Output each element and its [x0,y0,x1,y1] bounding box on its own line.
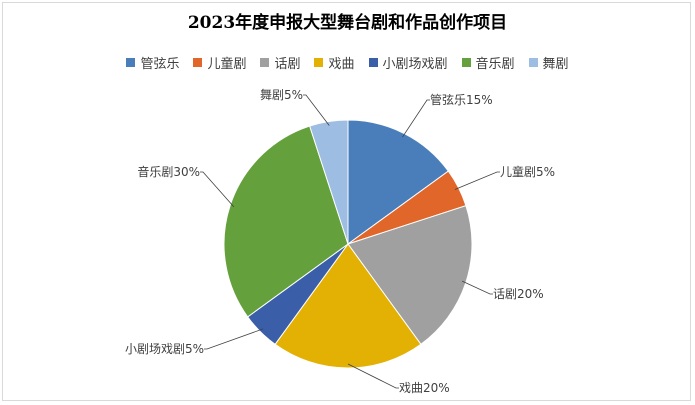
pie-slice [223,125,349,318]
pie-slice [309,119,349,245]
legend-label: 小剧场戏剧 [382,57,448,72]
legend-item: 音乐剧 [461,53,515,72]
chart-title: 2023年度申报大型舞台剧和作品创作项目 [187,13,508,33]
data-label: 音乐剧30% [137,164,200,179]
leader-line [204,328,264,350]
legend-item: 话剧 [260,53,300,72]
legend-swatch [260,58,270,67]
legend-item: 戏曲 [314,53,355,72]
pie-slice [347,205,473,346]
data-label: 舞剧5% [260,88,303,102]
leader-line [402,99,430,138]
data-label: 儿童剧5% [500,164,555,179]
legend-label: 儿童剧 [207,57,247,72]
legend-item: 小剧场戏剧 [368,53,448,72]
legend-swatch [193,58,203,67]
chart-legend: 管弦乐 儿童剧 话剧 戏曲 小剧场戏剧 音乐剧 舞剧 [0,53,695,72]
legend-label: 舞剧 [542,57,569,72]
leader-line [200,171,235,208]
legend-swatch [528,58,538,67]
leader-line [461,280,493,295]
legend-item: 舞剧 [528,53,569,72]
legend-swatch [314,58,324,67]
legend-item: 儿童剧 [193,53,246,72]
legend-label: 戏曲 [328,57,355,72]
data-label: 管弦乐15% [430,92,493,107]
legend-item: 管弦乐 [126,53,179,72]
leader-line [303,94,330,126]
leader-line [347,363,399,389]
legend-swatch [368,58,378,67]
legend-swatch [461,58,471,67]
legend-label: 管弦乐 [140,57,180,72]
legend-swatch [126,58,136,67]
chart-frame [2,2,691,401]
pie-slice [274,243,422,369]
data-label: 话剧20% [493,287,544,301]
data-label: 戏曲20% [399,381,450,395]
pie-slice [347,119,450,245]
data-label: 小剧场戏剧5% [125,342,204,356]
legend-label: 音乐剧 [475,57,515,72]
leader-line [454,171,500,190]
legend-label: 话剧 [274,57,301,72]
